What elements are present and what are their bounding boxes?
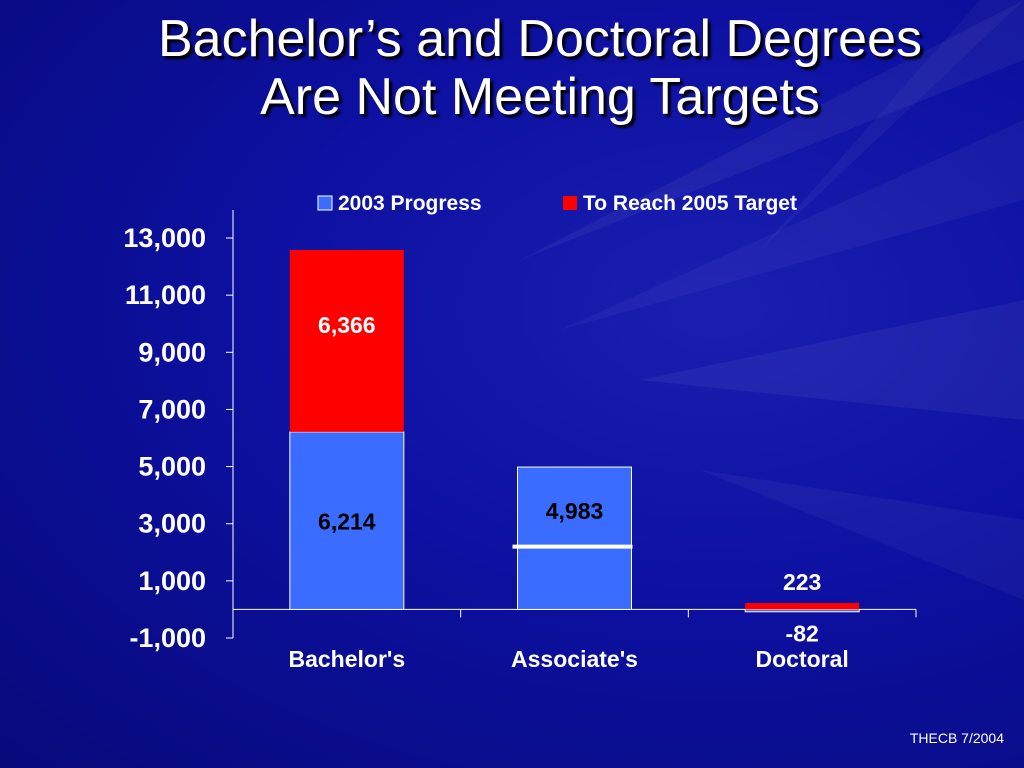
legend-swatch — [563, 196, 577, 210]
bar-progress — [289, 431, 405, 610]
y-tick-label: 3,000 — [138, 509, 206, 539]
data-label: 223 — [783, 569, 821, 595]
bar-progress — [744, 608, 860, 613]
y-tick-label: 5,000 — [138, 452, 206, 482]
x-category-label: Doctoral — [756, 646, 849, 672]
footer-credit: THECB 7/2004 — [909, 730, 1004, 746]
x-category-label: Associate's — [511, 646, 638, 672]
y-tick-label: -1,000 — [129, 623, 206, 653]
y-tick-label: 13,000 — [123, 223, 206, 253]
title-line-1: Bachelor’s and Doctoral Degrees — [157, 10, 923, 68]
data-label: -82 — [786, 620, 819, 646]
y-tick-label: 11,000 — [125, 280, 206, 310]
data-label: 6,214 — [318, 509, 376, 535]
legend-label: To Reach 2005 Target — [583, 192, 797, 215]
bar-progress — [517, 466, 632, 610]
y-tick-label: 7,000 — [138, 394, 206, 424]
bar-target — [289, 250, 404, 432]
slide-title: Bachelor’s and Doctoral Degrees Are Not … — [60, 10, 1020, 126]
legend-swatch — [317, 195, 333, 211]
legend-label: 2003 Progress — [338, 192, 482, 215]
title-line-2: Are Not Meeting Targets — [260, 68, 820, 126]
data-label: 6,366 — [318, 312, 376, 338]
y-tick-label: 1,000 — [138, 566, 206, 596]
bar-target — [745, 603, 860, 610]
data-label: 4,983 — [546, 498, 604, 524]
x-category-label: Bachelor's — [288, 646, 405, 672]
y-tick-label: 9,000 — [138, 337, 206, 367]
